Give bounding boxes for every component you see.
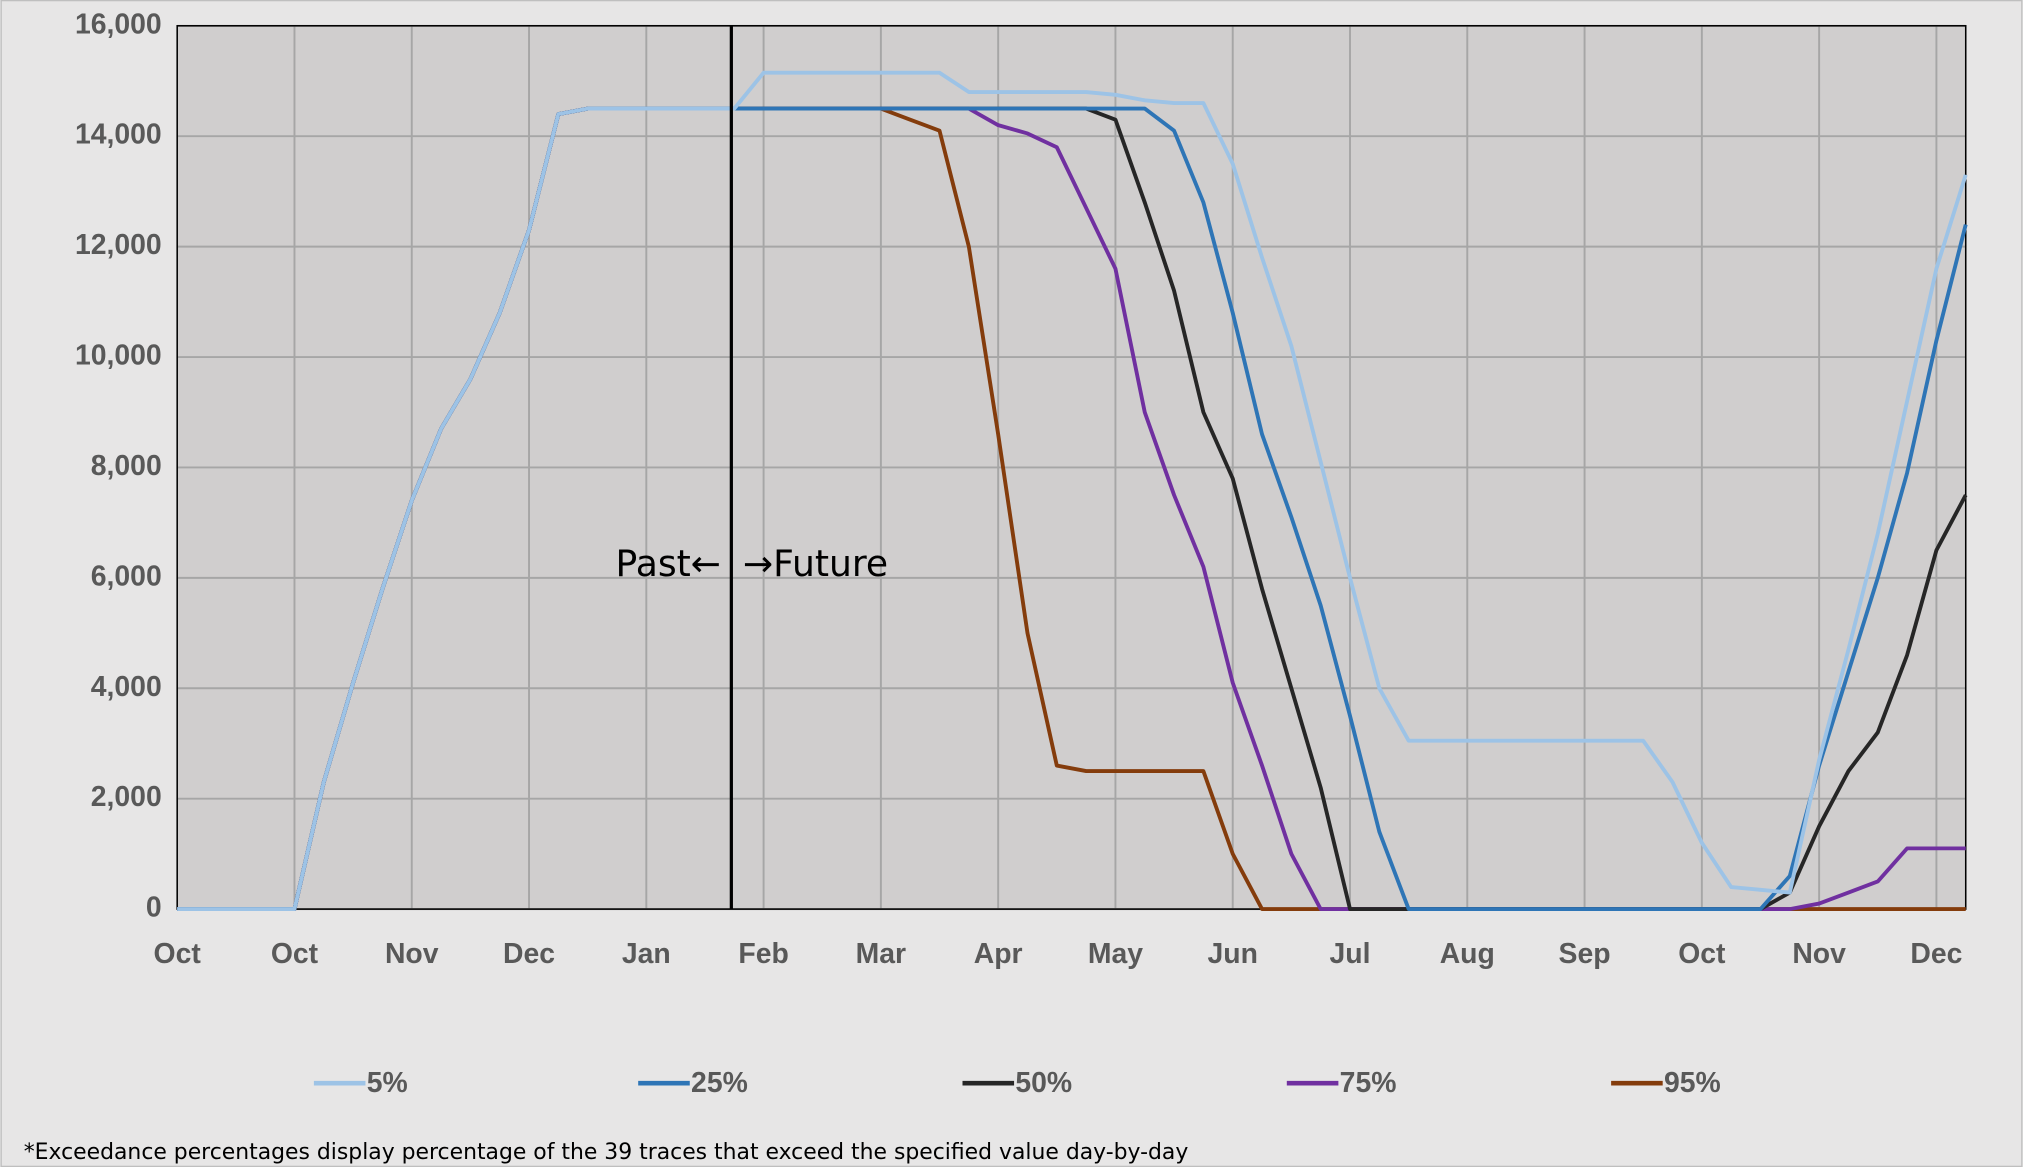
- x-tick-label: Jan: [622, 938, 671, 970]
- x-tick-label: Nov: [1792, 938, 1846, 970]
- y-tick-label: 14,000: [75, 119, 162, 151]
- y-tick-label: 8,000: [91, 450, 162, 482]
- x-tick-label: Apr: [974, 938, 1023, 970]
- x-tick-label: Aug: [1440, 938, 1495, 970]
- x-tick-label: Feb: [738, 938, 788, 970]
- y-tick-label: 10,000: [75, 340, 162, 372]
- annotation: Past←: [616, 542, 721, 585]
- x-tick-label: Jun: [1208, 938, 1258, 970]
- x-tick-label: Oct: [154, 938, 202, 970]
- legend-label: 75%: [1340, 1067, 1397, 1099]
- x-tick-label: Oct: [271, 938, 319, 970]
- x-tick-label: Sep: [1559, 938, 1611, 970]
- x-tick-label: Nov: [385, 938, 439, 970]
- legend-label: 25%: [691, 1067, 748, 1099]
- footnote: *Exceedance percentages display percenta…: [24, 1140, 1189, 1165]
- x-tick-label: Dec: [503, 938, 555, 970]
- x-tick-label: Dec: [1910, 938, 1962, 970]
- y-tick-label: 0: [146, 892, 162, 924]
- legend-label: 95%: [1664, 1067, 1721, 1099]
- y-tick-label: 12,000: [75, 229, 162, 261]
- legend-label: 5%: [367, 1067, 408, 1099]
- series-line: [177, 70, 1968, 912]
- y-tick-label: 6,000: [91, 560, 162, 592]
- y-tick-label: 16,000: [75, 8, 162, 40]
- legend-label: 50%: [1015, 1067, 1072, 1099]
- y-tick-label: 4,000: [91, 671, 162, 703]
- x-tick-label: Mar: [856, 938, 906, 970]
- annotation: →Future: [743, 542, 888, 585]
- x-tick-label: Jul: [1330, 938, 1371, 970]
- x-tick-label: Oct: [1678, 938, 1726, 970]
- plot-border: [176, 25, 1967, 910]
- x-tick-label: May: [1088, 938, 1143, 970]
- y-tick-label: 2,000: [91, 781, 162, 813]
